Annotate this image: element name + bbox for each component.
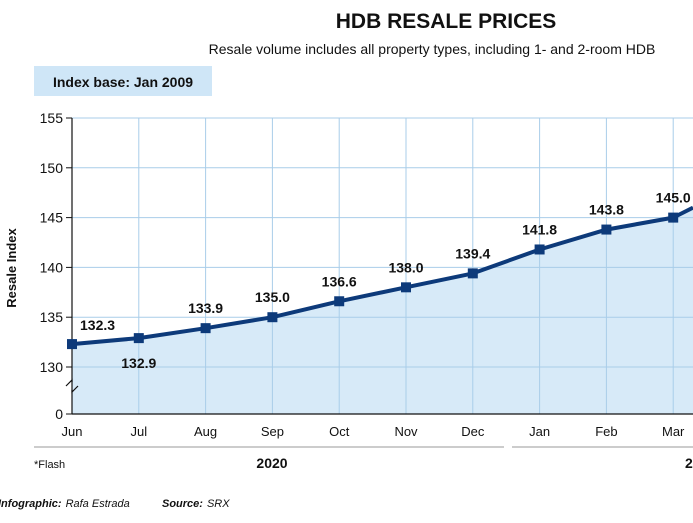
data-point-marker bbox=[67, 339, 77, 350]
x-tick-label: Aug bbox=[194, 424, 217, 439]
data-label: 132.3 bbox=[80, 317, 115, 333]
y-axis-break bbox=[65, 378, 79, 394]
data-label: 138.0 bbox=[388, 259, 423, 275]
y-tick-label: 150 bbox=[40, 160, 64, 176]
x-tick-label: Oct bbox=[329, 424, 350, 439]
y-tick-label: 155 bbox=[40, 110, 64, 126]
source-credit: Source: SRX bbox=[162, 498, 230, 510]
index-base-box bbox=[34, 66, 212, 96]
data-label: 141.8 bbox=[522, 221, 557, 237]
data-point-marker bbox=[668, 212, 679, 223]
data-point-marker bbox=[334, 296, 345, 307]
chart-subtitle: Resale volume includes all property type… bbox=[209, 41, 656, 57]
year-group-label: 2 bbox=[685, 455, 693, 471]
x-tick-label: Nov bbox=[394, 424, 418, 439]
x-tick-label: Jul bbox=[130, 424, 147, 439]
data-point-marker bbox=[534, 244, 545, 255]
data-point-marker bbox=[601, 224, 612, 235]
y-tick-label: 140 bbox=[40, 259, 64, 275]
y-tick-label: 0 bbox=[55, 406, 63, 422]
data-point-marker bbox=[467, 268, 478, 279]
x-tick-label: Jan bbox=[529, 424, 550, 439]
y-tick-label: 135 bbox=[40, 309, 64, 325]
flash-note: *Flash bbox=[34, 459, 65, 471]
data-label: 135.0 bbox=[255, 289, 290, 305]
infographic-credit: Infographic: Rafa Estrada bbox=[0, 498, 130, 510]
infographic-label: Infographic: bbox=[0, 498, 62, 510]
source-label: Source: bbox=[162, 498, 203, 510]
data-label: 132.9 bbox=[121, 355, 156, 371]
source-name: SRX bbox=[207, 498, 230, 510]
infographic-name: Rafa Estrada bbox=[66, 498, 130, 510]
data-point-marker bbox=[200, 323, 211, 334]
data-point-marker bbox=[401, 282, 411, 293]
data-label: 139.4 bbox=[455, 245, 490, 261]
year-group-label: 2020 bbox=[256, 455, 287, 471]
data-label: 143.8 bbox=[589, 202, 624, 218]
x-tick-label: Mar bbox=[662, 424, 685, 439]
x-tick-label: Dec bbox=[461, 424, 485, 439]
data-label: 145.0 bbox=[656, 190, 691, 206]
data-label: 136.6 bbox=[322, 273, 357, 289]
y-axis-label: Resale Index bbox=[4, 227, 19, 307]
x-tick-label: Sep bbox=[261, 424, 284, 439]
x-tick-label: Feb bbox=[595, 424, 617, 439]
y-tick-label: 145 bbox=[40, 210, 64, 226]
x-tick-label: Jun bbox=[62, 424, 83, 439]
data-point-marker bbox=[267, 312, 278, 323]
index-base-label: Index base: Jan 2009 bbox=[53, 74, 193, 90]
series-area-fill bbox=[72, 207, 693, 414]
data-point-marker bbox=[133, 333, 144, 344]
data-label: 133.9 bbox=[188, 300, 223, 316]
chart-title: HDB RESALE PRICES bbox=[336, 10, 557, 33]
y-tick-label: 130 bbox=[40, 359, 64, 375]
